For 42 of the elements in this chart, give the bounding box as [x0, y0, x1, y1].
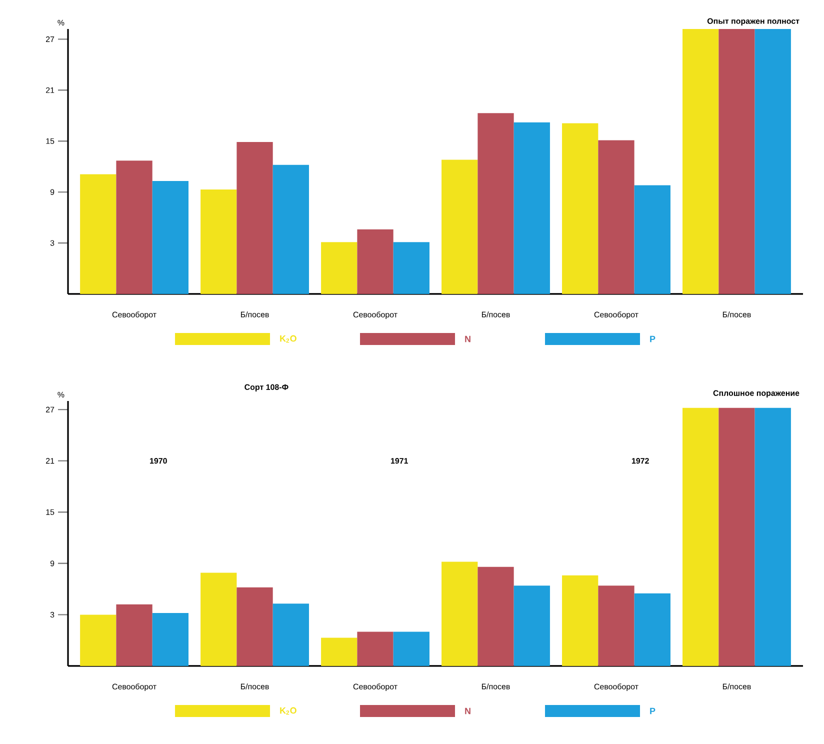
- bar: [200, 572, 237, 666]
- bar: [116, 160, 152, 294]
- bar: [152, 181, 188, 294]
- bar: [116, 604, 152, 666]
- text: N: [465, 336, 470, 342]
- bar: [393, 632, 430, 666]
- bar: [442, 160, 478, 294]
- bar: [682, 408, 719, 666]
- bar: [478, 566, 514, 666]
- bar: [272, 604, 309, 666]
- bar: [682, 28, 719, 294]
- bar: [272, 164, 309, 294]
- bar: [754, 28, 791, 294]
- text: K$_{2}$O: [280, 335, 296, 343]
- bar: [514, 586, 550, 666]
- bar: [236, 142, 273, 294]
- bar: [442, 562, 478, 666]
- text: K$_{2}$O: [280, 707, 296, 715]
- bar: [321, 242, 358, 294]
- bar: [152, 612, 188, 666]
- bar: [598, 586, 634, 666]
- bar: [562, 575, 598, 666]
- bar: [754, 408, 791, 666]
- bar: [514, 122, 550, 294]
- bar: [634, 593, 670, 666]
- bar: [357, 229, 394, 294]
- bar: [478, 113, 514, 294]
- text: P: [650, 708, 656, 714]
- text: N: [465, 708, 470, 714]
- bar: [80, 614, 116, 666]
- bar: [236, 587, 273, 666]
- bar: [80, 174, 116, 294]
- text: P: [650, 336, 656, 342]
- bar: [598, 140, 634, 294]
- bar: [718, 408, 755, 666]
- bar: [321, 638, 358, 666]
- bar: [393, 242, 430, 294]
- bar: [200, 190, 237, 294]
- bar: [357, 632, 394, 666]
- bar: [562, 123, 598, 294]
- bar: [634, 185, 670, 294]
- bar: [718, 28, 755, 294]
